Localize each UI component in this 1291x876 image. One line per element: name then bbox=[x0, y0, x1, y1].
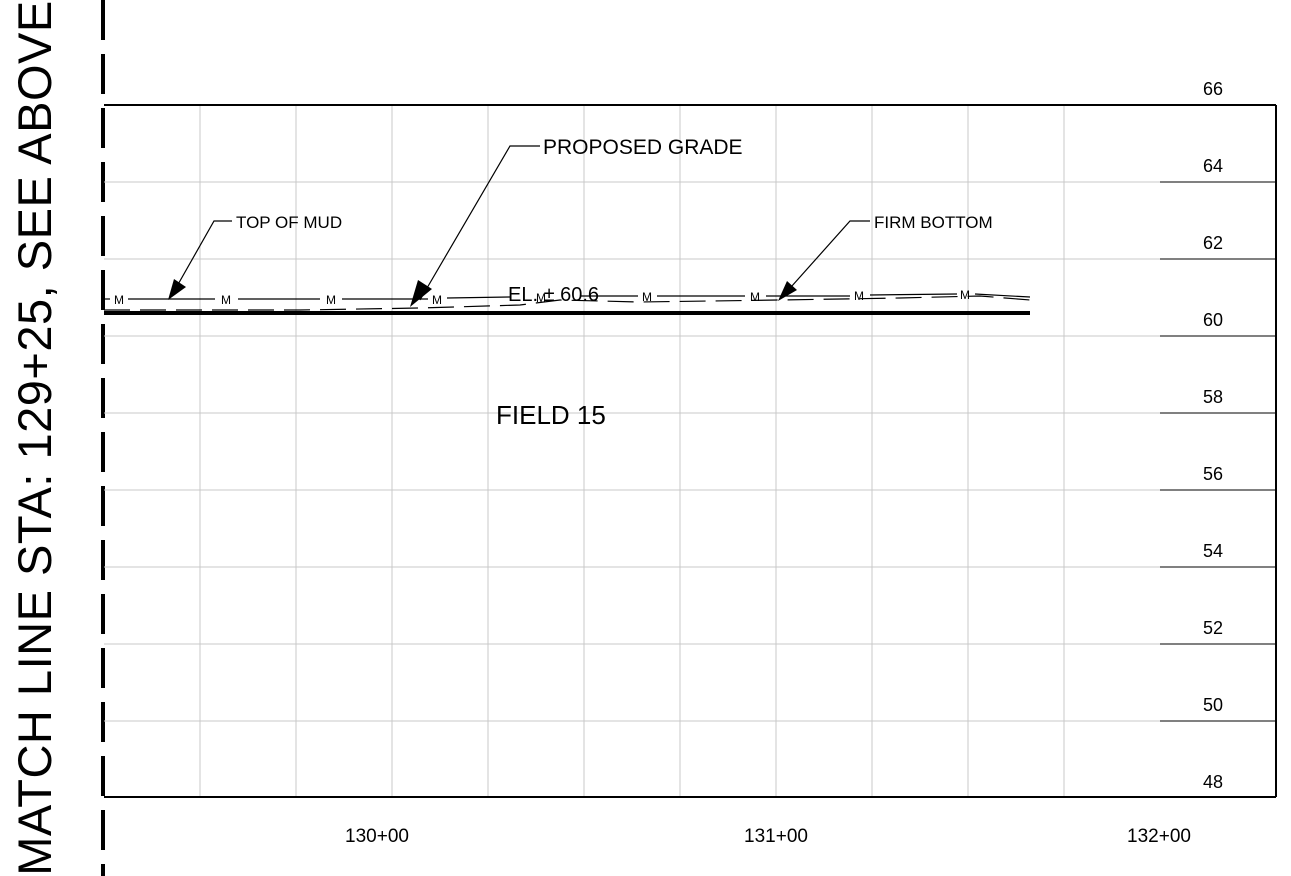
elevation-scale: 66 64 62 60 58 56 54 52 50 48 bbox=[1203, 79, 1223, 792]
proposed-grade-leader bbox=[419, 145, 540, 301]
elevation-tick-label: 48 bbox=[1203, 772, 1223, 792]
field-label: FIELD 15 bbox=[496, 400, 606, 430]
leader-lines bbox=[171, 145, 870, 301]
top-of-mud-leader bbox=[171, 220, 232, 296]
station-scale: 130+00 131+00 132+00 bbox=[345, 826, 1191, 847]
mud-marker: M bbox=[326, 293, 336, 307]
proposed-grade-label: PROPOSED GRADE bbox=[543, 136, 743, 159]
firm-bottom-label: FIRM BOTTOM bbox=[874, 213, 993, 232]
elevation-tick-label: 58 bbox=[1203, 387, 1223, 407]
station-tick-label: 130+00 bbox=[345, 826, 409, 847]
station-tick-label: 131+00 bbox=[744, 826, 808, 847]
elevation-tick-label: 56 bbox=[1203, 464, 1223, 484]
elevation-ticks bbox=[1160, 181, 1276, 722]
leader-arrowheads bbox=[168, 279, 797, 307]
elevation-tick-label: 60 bbox=[1203, 310, 1223, 330]
mud-marker: M bbox=[750, 290, 760, 304]
elevation-tick-label: 66 bbox=[1203, 79, 1223, 99]
mud-marker: M bbox=[960, 288, 970, 302]
profile-frame bbox=[104, 104, 1277, 798]
top-of-mud-arrowhead bbox=[168, 279, 186, 300]
elevation-tick-label: 62 bbox=[1203, 233, 1223, 253]
elevation-label: EL. ± 60.6 bbox=[508, 284, 599, 306]
mud-marker: M bbox=[536, 291, 546, 305]
elevation-tick-label: 50 bbox=[1203, 695, 1223, 715]
firm-bottom-line bbox=[104, 295, 1031, 311]
firm-bottom-leader bbox=[782, 220, 870, 297]
mud-marker: M bbox=[432, 293, 442, 307]
mud-marker: M bbox=[114, 293, 124, 307]
mud-marker: M bbox=[854, 289, 864, 303]
mud-marker: M bbox=[642, 290, 652, 304]
profile-grid bbox=[104, 105, 1160, 797]
top-of-mud-label: TOP OF MUD bbox=[236, 213, 342, 232]
elevation-tick-label: 64 bbox=[1203, 156, 1223, 176]
proposed-grade-arrowhead bbox=[410, 280, 432, 307]
station-tick-label: 132+00 bbox=[1127, 826, 1191, 847]
elevation-tick-label: 54 bbox=[1203, 541, 1223, 561]
top-of-mud-line bbox=[104, 293, 1031, 300]
mud-marker: M bbox=[221, 293, 231, 307]
elevation-tick-label: 52 bbox=[1203, 618, 1223, 638]
firm-bottom-arrowhead bbox=[778, 281, 797, 301]
